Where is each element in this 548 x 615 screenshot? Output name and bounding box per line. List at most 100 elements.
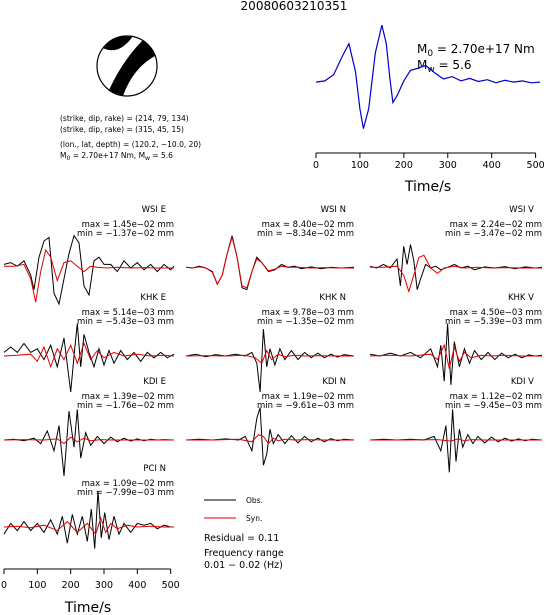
station-label: KHK E bbox=[140, 293, 166, 303]
focal-plane-1: (strike, dip, rake) = (214, 79, 134) bbox=[60, 114, 189, 123]
station-label: WSI V bbox=[509, 205, 534, 215]
moment-magnitude-line: M0 = 2.70e+17 Nm, Mw = 5.6 bbox=[60, 151, 173, 162]
observed-waveform bbox=[3, 323, 175, 393]
beachball-compressional-quadrant bbox=[109, 40, 155, 96]
stf-mw-label: Mw = 5.6 bbox=[417, 58, 472, 75]
observed-waveform bbox=[3, 234, 175, 306]
mw-subscript: w bbox=[145, 155, 150, 162]
min-amplitude: min = −1.35e−02 mm bbox=[257, 317, 354, 327]
min-amplitude: min = −5.43e−03 mm bbox=[77, 317, 174, 327]
stf-x-tick-label: 100 bbox=[351, 160, 369, 171]
synthetic-waveform bbox=[3, 516, 174, 536]
bottom-x-tick-label: 200 bbox=[62, 580, 80, 591]
min-amplitude: min = −9.61e−03 mm bbox=[257, 401, 354, 411]
stf-m0-subscript: 0 bbox=[427, 49, 433, 59]
bottom-x-tick-label: 0 bbox=[1, 580, 7, 591]
source-time-function-plot: 0 100 200 300 400 500 M0 = 2.70e+17 Nm Mw = 5… bbox=[313, 24, 545, 195]
residual-value: Residual = 0.11 bbox=[204, 533, 279, 544]
station-label: WSI E bbox=[142, 205, 166, 215]
station-label: PCI N bbox=[143, 464, 166, 474]
mw-value: = 5.6 bbox=[150, 151, 173, 160]
stf-x-tick-label: 300 bbox=[439, 160, 457, 171]
min-amplitude: min = −7.99e−03 mm bbox=[77, 488, 174, 498]
bottom-x-tick-label: 400 bbox=[128, 580, 146, 591]
observed-waveform bbox=[369, 244, 543, 290]
waveform-legend: Obs. Syn. bbox=[204, 496, 263, 523]
waveform-time-axis: 0 100 200 300 400 500 bbox=[1, 568, 180, 591]
synthetic-waveform bbox=[185, 349, 354, 365]
event-title: 20080603210351 bbox=[241, 0, 348, 13]
station-label: KHK V bbox=[508, 293, 534, 303]
stf-m0-label: M0 = 2.70e+17 Nm bbox=[417, 42, 535, 59]
station-label: WSI N bbox=[321, 205, 346, 215]
max-amplitude: max = 5.14e−03 mm bbox=[82, 308, 174, 318]
stf-x-tick-label: 0 bbox=[313, 160, 319, 171]
min-amplitude: min = −3.47e−02 mm bbox=[445, 229, 542, 239]
frequency-range-value: 0.01 − 0.02 (Hz) bbox=[204, 560, 283, 571]
max-amplitude: max = 1.39e−02 mm bbox=[82, 392, 174, 402]
m0-letter: M bbox=[60, 151, 66, 160]
synthetic-waveform bbox=[370, 438, 542, 442]
stf-m0-value: = 2.70e+17 Nm bbox=[433, 42, 535, 56]
synthetic-waveform bbox=[3, 436, 174, 445]
min-amplitude: min = −8.34e−02 mm bbox=[257, 229, 354, 239]
max-amplitude: max = 9.78e−03 mm bbox=[262, 308, 354, 318]
legend-syn-label: Syn. bbox=[246, 514, 262, 523]
observed-waveform bbox=[3, 490, 174, 549]
focal-mechanism-info: (strike, dip, rake) = (214, 79, 134) (st… bbox=[60, 114, 201, 162]
observed-waveform bbox=[185, 407, 355, 466]
stf-x-axis-title: Time/s bbox=[404, 179, 451, 195]
max-amplitude: max = 4.50e−03 mm bbox=[450, 308, 542, 318]
max-amplitude: max = 1.09e−02 mm bbox=[82, 479, 174, 489]
waveform-x-axis-title: Time/s bbox=[64, 600, 111, 615]
synthetic-waveform bbox=[370, 254, 542, 294]
max-amplitude: max = 2.24e−02 mm bbox=[450, 220, 542, 230]
stf-m0-letter: M bbox=[417, 42, 427, 56]
max-amplitude: max = 1.12e−02 mm bbox=[450, 392, 542, 402]
inversion-summary: Residual = 0.11 Frequency range 0.01 − 0… bbox=[204, 533, 284, 571]
max-amplitude: max = 8.40e−02 mm bbox=[262, 220, 354, 230]
synthetic-waveform bbox=[186, 434, 354, 445]
stf-mw-value: = 5.6 bbox=[435, 58, 472, 72]
beachball-compressional-quadrant bbox=[103, 35, 133, 51]
legend-obs-label: Obs. bbox=[246, 496, 263, 505]
stf-mw-letter: M bbox=[417, 58, 427, 72]
min-amplitude: min = −1.37e−02 mm bbox=[77, 229, 174, 239]
station-label: KHK N bbox=[319, 293, 346, 303]
min-amplitude: min = −5.39e−03 mm bbox=[445, 317, 542, 327]
station-label: KDI N bbox=[322, 377, 346, 387]
synthetic-waveform bbox=[4, 248, 174, 303]
synthetic-waveform bbox=[3, 341, 175, 369]
frequency-range-title: Frequency range bbox=[204, 548, 284, 559]
observed-waveform bbox=[369, 323, 543, 385]
observed-waveform bbox=[185, 235, 355, 291]
event-location: (lon., lat, depth) = (120.2, −10.0, 20) bbox=[60, 140, 201, 149]
min-amplitude: min = −9.45e−03 mm bbox=[445, 401, 542, 411]
max-amplitude: max = 1.19e−02 mm bbox=[262, 392, 354, 402]
synthetic-waveform bbox=[185, 235, 354, 289]
station-label: KDI E bbox=[143, 377, 166, 387]
stf-x-tick-label: 400 bbox=[483, 160, 501, 171]
max-amplitude: max = 1.45e−02 mm bbox=[82, 220, 174, 230]
stf-x-axis: 0 100 200 300 400 500 bbox=[313, 152, 545, 171]
bottom-x-tick-label: 500 bbox=[162, 580, 180, 591]
m0-value: = 2.70e+17 Nm, M bbox=[70, 151, 145, 160]
stf-series-line bbox=[315, 24, 541, 129]
min-amplitude: min = −1.76e−02 mm bbox=[77, 401, 174, 411]
stf-x-tick-label: 500 bbox=[527, 160, 545, 171]
observed-waveform bbox=[369, 409, 543, 473]
synthetic-waveform bbox=[369, 343, 542, 369]
bottom-x-tick-label: 100 bbox=[28, 580, 46, 591]
stf-x-tick-label: 200 bbox=[395, 160, 413, 171]
